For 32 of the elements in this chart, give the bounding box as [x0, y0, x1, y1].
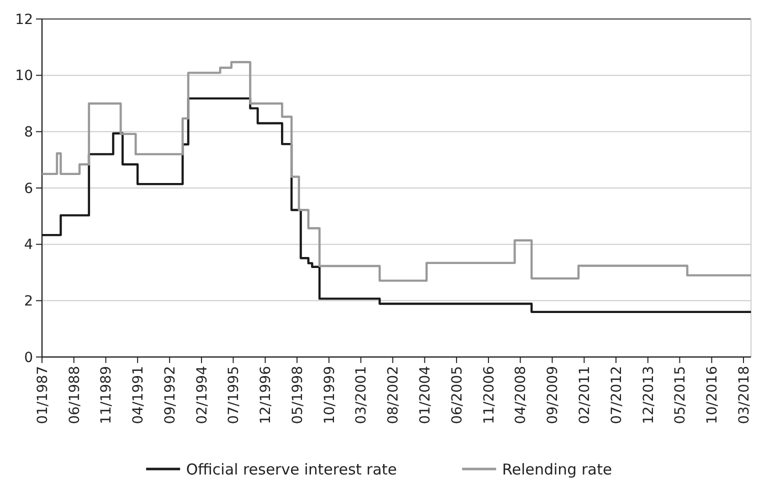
x-tick-label: 09/1992	[162, 366, 178, 424]
y-tick-label: 2	[24, 294, 33, 310]
x-tick-label: 07/2012	[608, 366, 625, 424]
y-tick-label: 0	[24, 350, 33, 366]
x-tick-label: 10/2016	[704, 366, 721, 424]
y-tick-label: 4	[24, 237, 34, 254]
x-tick-label: 05/1998	[290, 366, 306, 424]
x-tick-label: 02/2011	[577, 366, 594, 424]
y-tick-label: 8	[24, 124, 33, 141]
x-tick-label: 03/2018	[736, 366, 752, 424]
x-tick-label: 12/2013	[640, 366, 657, 424]
x-tick-label: 12/1996	[258, 366, 274, 424]
y-tick-label: 6	[24, 180, 34, 197]
y-tick-label: 10	[15, 68, 33, 84]
legend-label: Official reserve interest rate	[186, 460, 397, 478]
x-tick-label: 02/1994	[194, 366, 210, 424]
x-tick-label: 08/2002	[386, 366, 402, 424]
x-tick-label: 10/1999	[322, 366, 338, 424]
x-tick-label: 09/2009	[545, 366, 562, 424]
x-tick-label: 11/1989	[98, 366, 115, 424]
legend-label: Relending rate	[502, 460, 612, 478]
x-tick-label: 04/1991	[130, 366, 146, 424]
x-tick-label: 01/1987	[34, 366, 51, 424]
x-tick-label: 03/2001	[354, 366, 370, 424]
x-tick-label: 06/1988	[66, 366, 83, 424]
x-tick-label: 01/2004	[418, 366, 434, 424]
x-tick-label: 07/1995	[226, 366, 242, 424]
x-tick-label: 06/2005	[449, 366, 466, 424]
y-tick-label: 12	[15, 12, 33, 28]
x-tick-label: 04/2008	[513, 366, 530, 424]
x-tick-label: 11/2006	[481, 366, 498, 424]
x-tick-label: 05/2015	[672, 366, 689, 424]
